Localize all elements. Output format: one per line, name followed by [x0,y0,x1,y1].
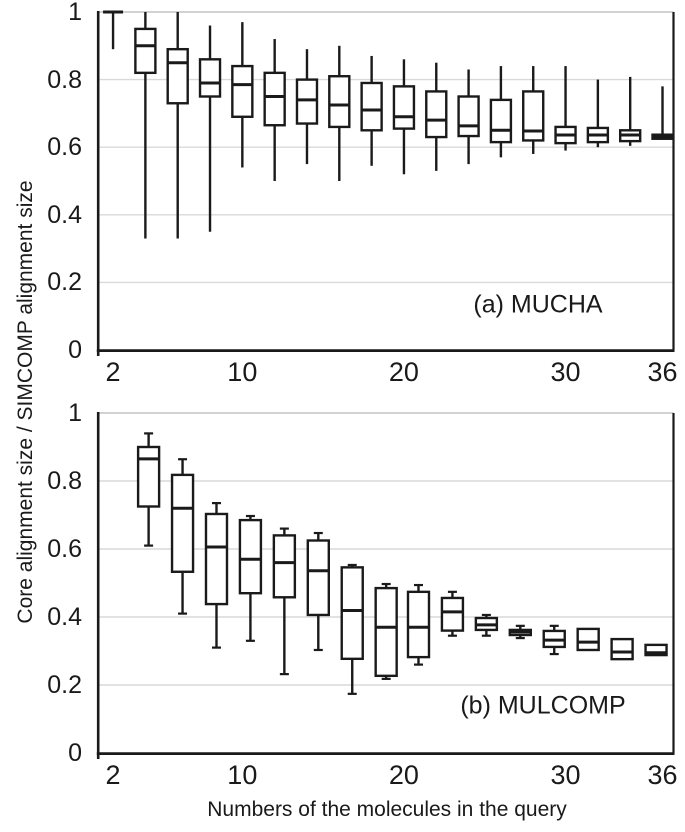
box-and-whisker [542,624,566,656]
x-tick-label: 30 [550,760,581,790]
iqr-box [360,81,383,132]
y-tick-label: 0.6 [47,133,82,162]
box-and-whisker [576,627,600,652]
box-and-whisker [170,458,195,615]
y-tick-label: 0.2 [47,268,82,297]
iqr-box [425,90,448,139]
y-tick-label: 0.4 [47,200,82,229]
box-and-whisker [198,25,222,232]
iqr-box [263,71,286,127]
x-tick-label: 20 [388,357,419,387]
box-and-whisker [508,624,532,640]
box-and-whisker [231,22,254,168]
box-and-whisker [103,10,124,50]
iqr-box [198,58,222,98]
gridlines [99,412,674,686]
iqr-box [392,85,416,130]
gridlines [99,11,674,284]
box-and-whisker [610,637,634,661]
y-tick-label: 0 [68,739,82,767]
box-and-whisker [457,69,480,165]
iqr-box [295,78,319,125]
iqr-box [440,596,465,632]
y-tick-label: 0.8 [47,65,82,94]
box-and-whisker [306,531,330,652]
box-and-whisker [489,66,513,158]
box-and-whisker [554,66,577,151]
iqr-box [489,98,513,144]
x-axis-title: Numbers of the molecules in the query [207,798,567,821]
iqr-box [272,534,297,599]
box-and-whisker [392,59,416,175]
panel-a-label: (a) MUCHA [473,290,603,319]
box-and-whisker [263,39,286,181]
iqr-box [306,539,330,617]
x-tick-label: 10 [227,357,258,387]
axes [96,412,675,759]
panel-b-label: (b) MULCOMP [460,691,626,720]
box-and-whisker [136,432,161,547]
iqr-box [231,64,254,118]
iqr-box [328,75,351,129]
x-tick-label: 10 [227,760,258,790]
box-and-whisker [204,502,229,649]
y-tick-label: 0.2 [47,671,82,699]
box-and-whisker [340,563,364,695]
iqr-box [170,473,195,573]
panel-b [96,412,675,759]
y-tick-label: 1 [68,0,82,26]
box-and-whisker [618,76,642,146]
box-and-whisker [134,12,157,239]
iqr-box [374,586,398,678]
iqr-box [406,590,431,659]
x-tick-label: 20 [388,760,419,790]
panel-a [96,10,675,356]
x-tick-label: 36 [647,760,678,790]
box-and-whisker [166,12,189,239]
x-tick-label: 2 [105,357,121,387]
box-and-whisker [374,582,398,680]
iqr-box [166,47,189,105]
y-tick-label: 0.8 [47,467,82,495]
box-and-whisker [586,79,610,148]
box-and-whisker [406,583,431,666]
box-and-whisker [644,643,668,657]
box-and-whisker [522,66,545,154]
y-tick-label: 0.6 [47,535,82,563]
box-and-whisker [360,55,383,166]
x-tick-label: 2 [105,760,121,790]
box-and-whisker [440,590,465,637]
iqr-box [576,627,600,652]
iqr-box [522,90,545,142]
iqr-box [136,445,161,508]
iqr-box [457,95,480,138]
box-and-whisker [651,86,674,140]
y-tick-label: 1 [68,399,82,427]
y-tick-label: 0.4 [47,603,82,631]
iqr-box [204,512,229,606]
box-and-whisker [272,527,297,676]
box-and-whisker [328,45,351,181]
iqr-box [610,637,634,661]
iqr-box [644,643,668,657]
axes [96,11,675,356]
box-and-whisker [295,49,319,165]
box-and-whisker [425,62,448,171]
box-and-whisker [238,514,263,642]
iqr-box [340,566,364,661]
x-tick-label: 36 [647,357,678,387]
iqr-box [238,518,263,595]
y-tick-label: 0 [68,336,82,364]
box-and-whisker [474,613,499,637]
x-tick-label: 30 [550,357,581,387]
iqr-box [134,27,157,75]
